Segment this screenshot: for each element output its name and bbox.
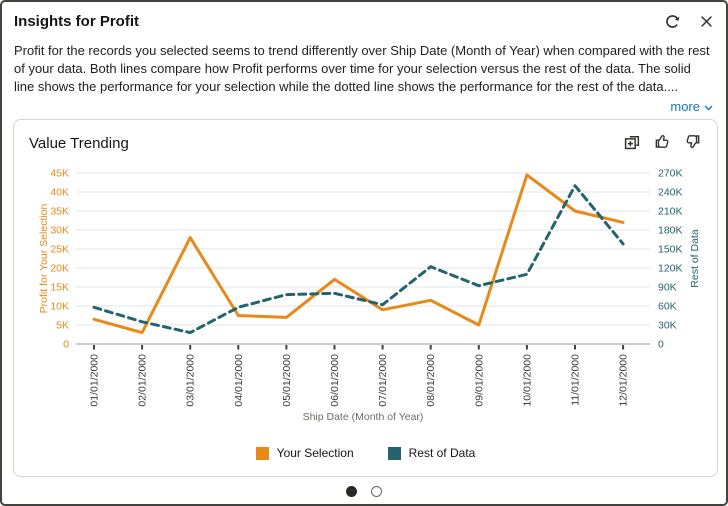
page-dot-1[interactable] (346, 486, 357, 497)
x-axis-tick-label: 05/01/2000 (281, 354, 293, 407)
dialog-actions (664, 12, 714, 33)
x-axis-tick-label: 11/01/2000 (570, 354, 582, 406)
right-axis-tick-label: 90K (658, 282, 677, 294)
chart-legend: Your Selection Rest of Data (14, 446, 717, 460)
more-link[interactable]: more (670, 99, 713, 114)
value-trending-card: Value Trending (13, 119, 718, 477)
chart-line-your-selection (92, 173, 625, 335)
left-axis-tick-label: 30K (50, 225, 69, 237)
chevron-down-icon (704, 99, 713, 114)
page-dot-2[interactable] (371, 486, 382, 497)
left-axis-tick-label: 40K (50, 187, 69, 199)
right-axis-tick-label: 270K (658, 168, 683, 180)
x-axis-tick-label: 04/01/2000 (233, 354, 245, 407)
x-axis-title: Ship Date (Month of Year) (303, 411, 424, 423)
card-actions (624, 133, 701, 153)
dialog-header: Insights for Profit (2, 2, 726, 33)
left-axis-title: Profit for Your Selection (38, 203, 50, 313)
x-axis-tick-label: 10/01/2000 (521, 354, 533, 407)
left-axis-tick-label: 25K (50, 244, 69, 256)
right-axis-tick-label: 30K (658, 320, 677, 332)
right-axis-tick-label: 210K (658, 206, 683, 218)
your-selection-swatch-icon (255, 446, 269, 460)
dialog-title: Insights for Profit (14, 13, 139, 30)
x-axis-tick-label: 06/01/2000 (329, 354, 341, 407)
close-button[interactable] (699, 14, 714, 32)
x-axis-tick-label: 12/01/2000 (618, 354, 630, 407)
left-axis-tick-label: 45K (50, 168, 69, 180)
close-icon (699, 14, 714, 32)
pagination (2, 486, 726, 497)
legend-item-rest-of-data[interactable]: Rest of Data (387, 446, 476, 460)
right-axis-tick-label: 180K (658, 225, 683, 237)
x-axis-tick-label: 08/01/2000 (425, 354, 437, 407)
refresh-icon (664, 13, 681, 33)
right-axis-tick-label: 60K (658, 301, 677, 313)
chart-wrap: 0 0 5K 30K 10K 60K 15K 90K 20K 120K 25K 150K 30K 180K… (14, 155, 717, 440)
refresh-button[interactable] (664, 13, 681, 33)
left-axis-tick-label: 0 (63, 339, 69, 351)
thumbs-up-button[interactable] (654, 133, 671, 153)
right-axis-tick-label: 120K (658, 263, 683, 275)
thumbs-down-button[interactable] (684, 133, 701, 153)
legend-label: Your Selection (276, 446, 354, 460)
card-title: Value Trending (29, 134, 129, 152)
thumbs-down-icon (684, 133, 701, 153)
right-axis-tick-label: 240K (658, 187, 683, 199)
left-axis-tick-label: 5K (56, 320, 69, 332)
x-axis-tick-label: 02/01/2000 (137, 354, 149, 407)
legend-item-your-selection[interactable]: Your Selection (255, 446, 354, 460)
thumbs-up-icon (654, 133, 671, 153)
more-row: more (2, 96, 726, 115)
left-axis-tick-label: 15K (50, 282, 69, 294)
chart-line-rest-of-data (92, 184, 625, 335)
insight-description: Profit for the records you selected seem… (14, 43, 710, 94)
add-to-canvas-button[interactable] (624, 133, 641, 153)
left-axis-tick-label: 10K (50, 301, 69, 313)
rest-of-data-swatch-icon (387, 446, 401, 460)
x-axis-tick-label: 01/01/2000 (89, 354, 101, 407)
card-header: Value Trending (14, 133, 717, 153)
left-axis-tick-label: 35K (50, 206, 69, 218)
left-axis-tick-label: 20K (50, 263, 69, 275)
x-axis-tick-label: 07/01/2000 (377, 354, 389, 407)
legend-label: Rest of Data (408, 446, 476, 460)
add-square-icon (624, 133, 641, 153)
x-axis-tick-label: 09/01/2000 (473, 354, 485, 407)
right-axis-title: Rest of Data (689, 229, 701, 288)
value-trending-chart: 0 0 5K 30K 10K 60K 15K 90K 20K 120K 25K 150K 30K 180K… (38, 168, 701, 424)
right-axis-tick-label: 150K (658, 244, 683, 256)
x-axis-tick-label: 03/01/2000 (185, 354, 197, 407)
right-axis-tick-label: 0 (658, 339, 664, 351)
more-link-label: more (670, 99, 700, 114)
